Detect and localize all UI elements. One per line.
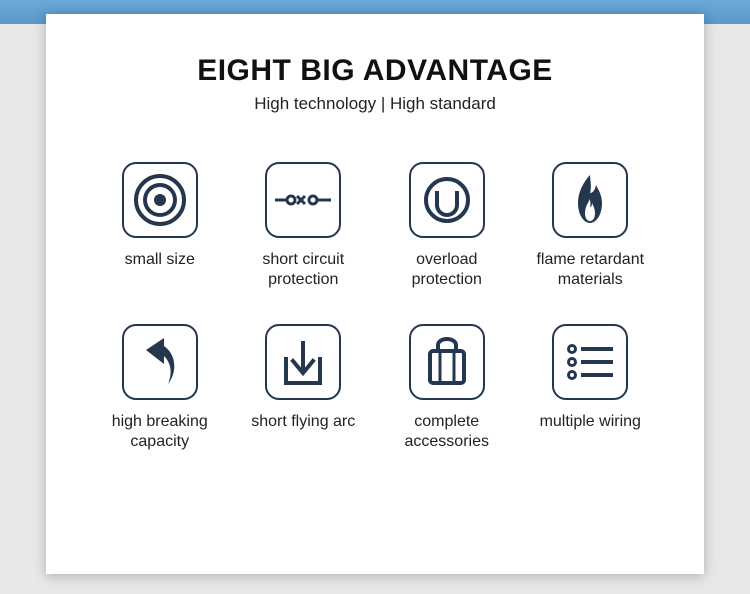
circuit-icon (265, 162, 341, 238)
advantage-label: complete accessories (381, 412, 513, 452)
advantage-label: overload protection (381, 250, 513, 290)
heading: EIGHT BIG ADVANTAGE (46, 54, 704, 88)
download-icon (265, 324, 341, 400)
overload-icon (409, 162, 485, 238)
advantage-label: multiple wiring (540, 412, 641, 432)
advantage-grid: small size short circuit protection (46, 114, 704, 452)
subheading: High technology | High standard (46, 94, 704, 114)
advantage-label: short circuit protection (238, 250, 370, 290)
advantage-item: multiple wiring (525, 324, 657, 452)
advantage-item: small size (94, 162, 226, 290)
advantage-item: overload protection (381, 162, 513, 290)
advantage-card: EIGHT BIG ADVANTAGE High technology | Hi… (46, 14, 704, 574)
advantage-label: small size (125, 250, 195, 270)
advantage-item: short flying arc (238, 324, 370, 452)
advantage-label: short flying arc (251, 412, 355, 432)
advantage-item: complete accessories (381, 324, 513, 452)
advantage-label: flame retardant materials (525, 250, 657, 290)
bag-icon (409, 324, 485, 400)
list-icon (552, 324, 628, 400)
advantage-item: short circuit protection (238, 162, 370, 290)
arrow-back-icon (122, 324, 198, 400)
advantage-label: high breaking capacity (94, 412, 226, 452)
advantage-item: high breaking capacity (94, 324, 226, 452)
flame-icon (552, 162, 628, 238)
advantage-item: flame retardant materials (525, 162, 657, 290)
target-icon (122, 162, 198, 238)
